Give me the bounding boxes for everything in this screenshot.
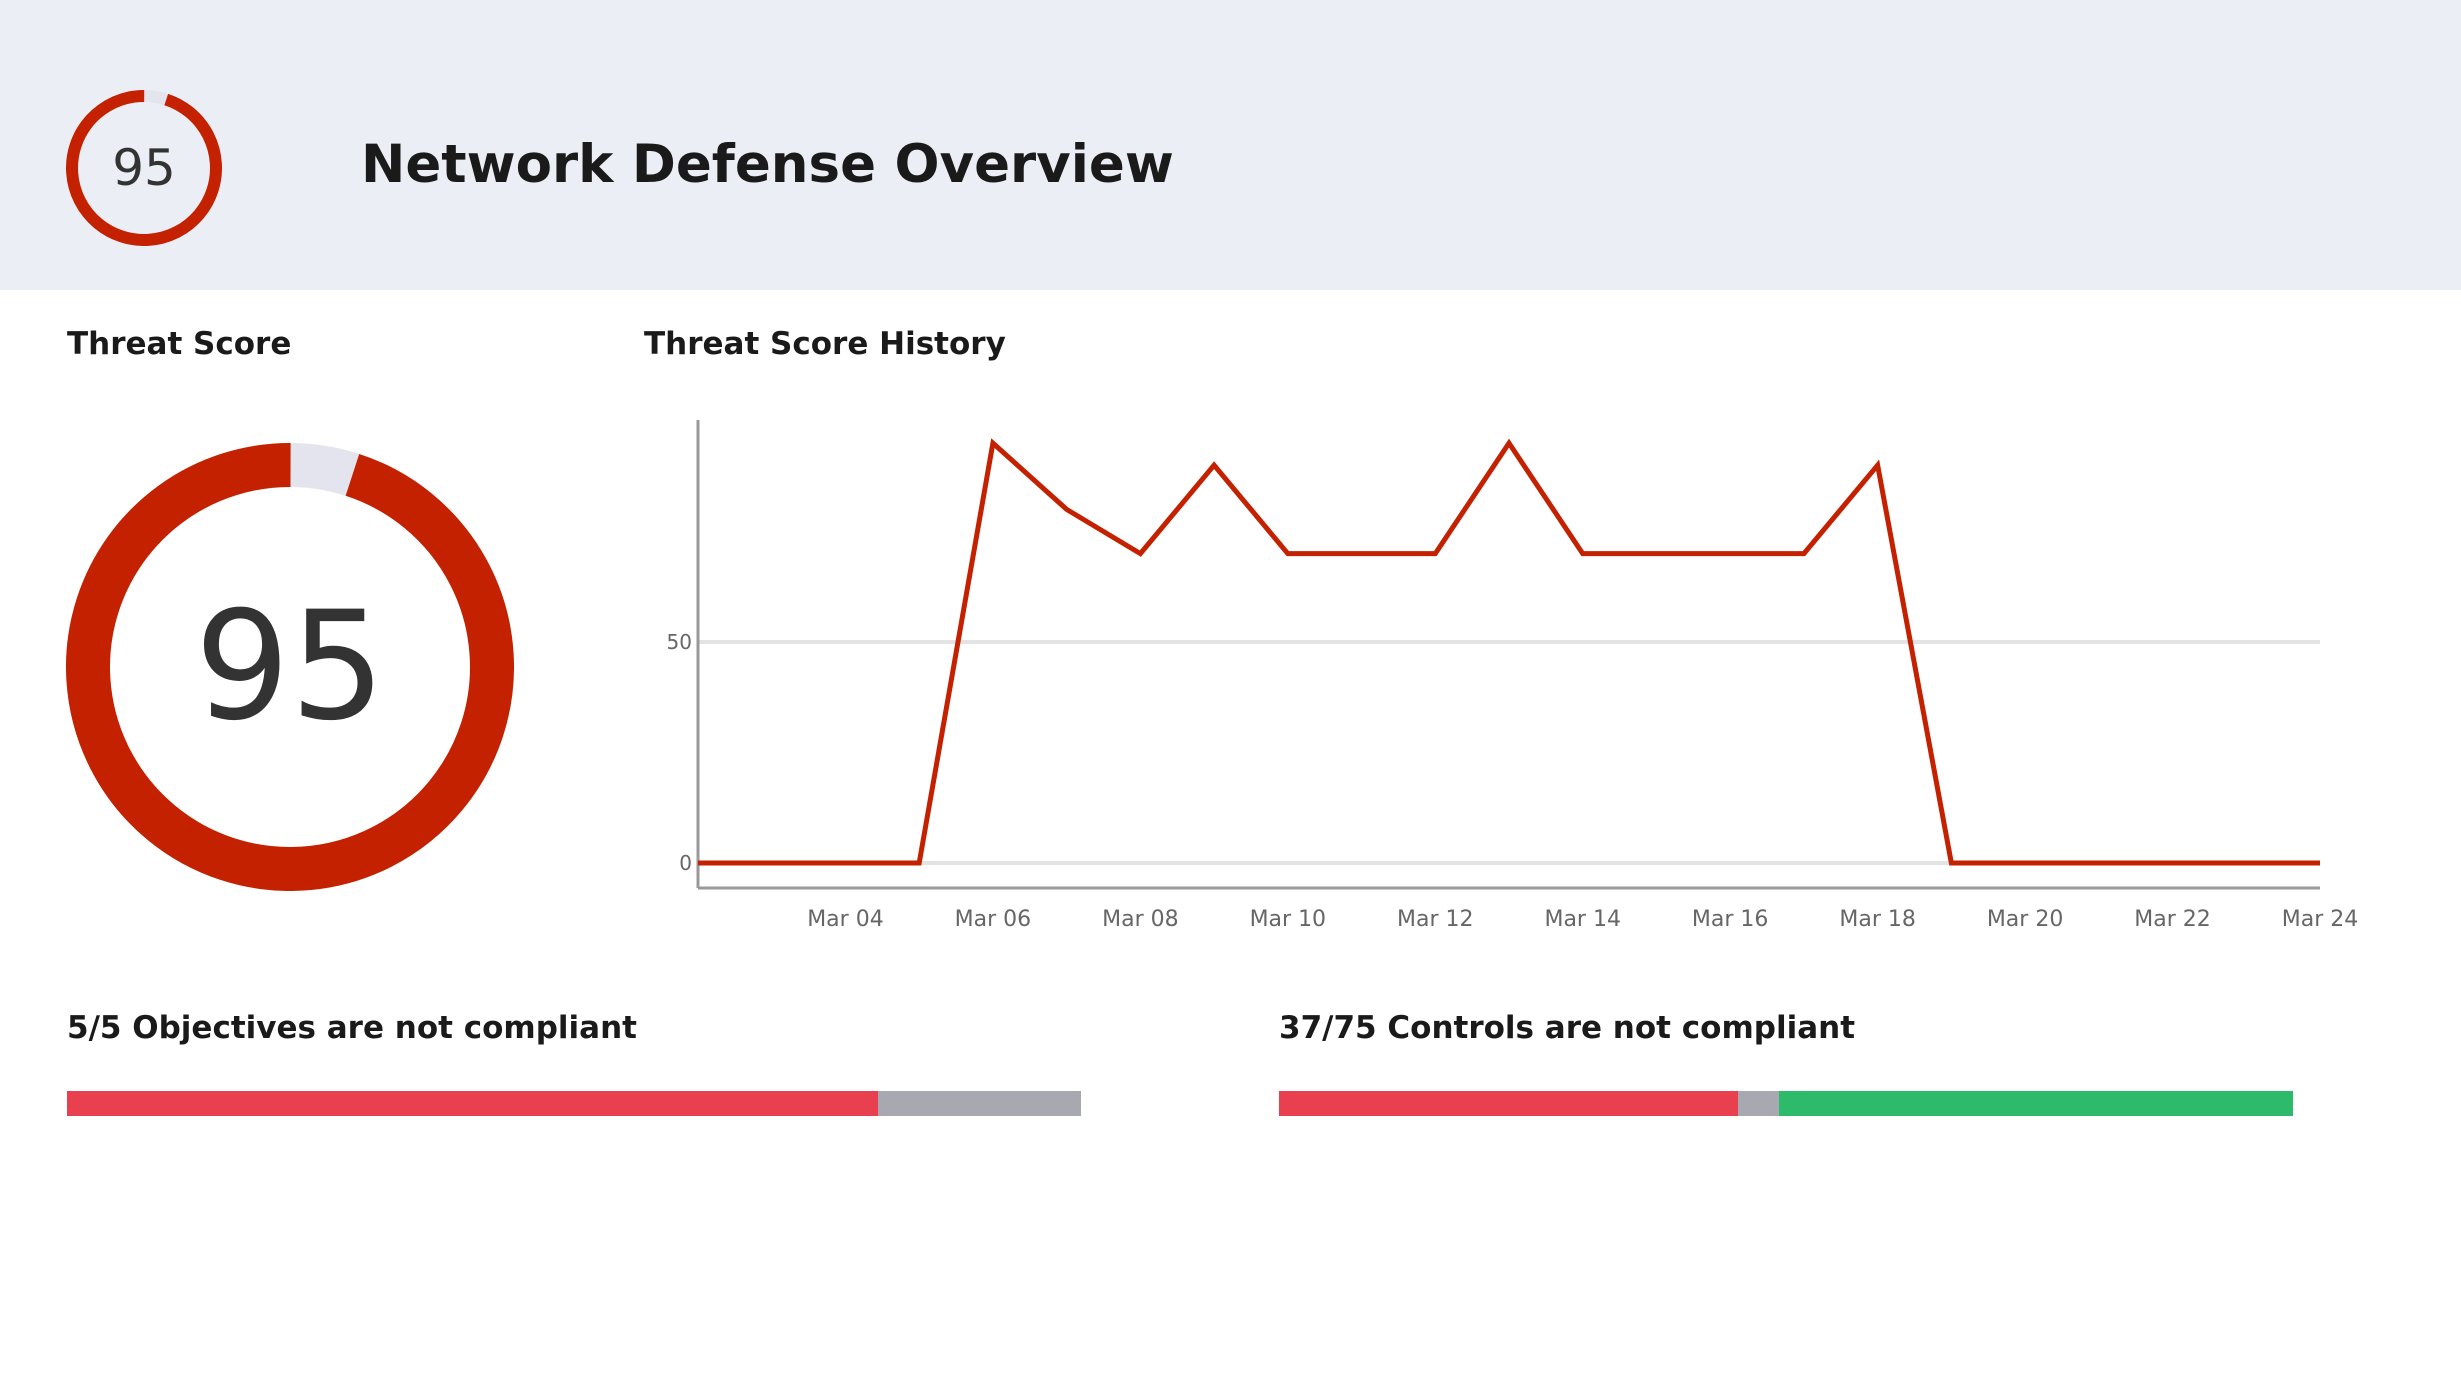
bar-segment-noncompliant <box>1279 1091 1739 1116</box>
y-tick-label: 50 <box>667 630 692 654</box>
gauge-fill <box>66 443 514 891</box>
x-tick-label: Mar 04 <box>807 907 884 932</box>
header <box>0 70 2461 290</box>
controls-label: 37/75 Controls are not compliant <box>1279 1010 1856 1046</box>
threat-score-line <box>698 438 2320 866</box>
x-tick-label: Mar 22 <box>2134 907 2211 932</box>
header-score-value: 95 <box>112 139 176 197</box>
x-tick-label: Mar 08 <box>1102 907 1179 932</box>
x-tick-label: Mar 14 <box>1544 907 1621 932</box>
page-title: Network Defense Overview <box>361 134 1174 195</box>
y-tick-label: 0 <box>679 851 692 875</box>
x-tick-label: Mar 24 <box>2282 907 2359 932</box>
x-tick-label: Mar 12 <box>1397 907 1474 932</box>
bar-segment-noncompliant <box>67 1091 879 1116</box>
bar-segment-compliant <box>1778 1091 2293 1116</box>
threat-history-heading: Threat Score History <box>644 326 1006 362</box>
x-tick-label: Mar 16 <box>1692 907 1769 932</box>
x-tick-label: Mar 06 <box>955 907 1032 932</box>
x-tick-label: Mar 18 <box>1839 907 1916 932</box>
top-strip <box>0 0 2461 70</box>
threat-score-value: 95 <box>194 580 386 754</box>
gauge-fill <box>66 90 222 246</box>
threat-score-heading: Threat Score <box>67 326 292 362</box>
x-tick-label: Mar 20 <box>1987 907 2063 932</box>
objectives-label: 5/5 Objectives are not compliant <box>67 1010 637 1046</box>
threat-score-history-chart: 0 50 Mar 04 Mar 06 Mar 08 Mar 10 Mar 12 Mar 14 M… <box>667 420 2359 932</box>
bar-segment-unknown <box>1738 1091 1779 1116</box>
threat-score-gauge <box>66 443 514 891</box>
header-score-ring <box>66 90 222 246</box>
x-tick-label: Mar 10 <box>1250 907 1327 932</box>
controls-compliance-bar <box>1279 1091 2293 1116</box>
bar-segment-unknown <box>878 1091 1081 1116</box>
objectives-compliance-bar <box>67 1091 1081 1116</box>
